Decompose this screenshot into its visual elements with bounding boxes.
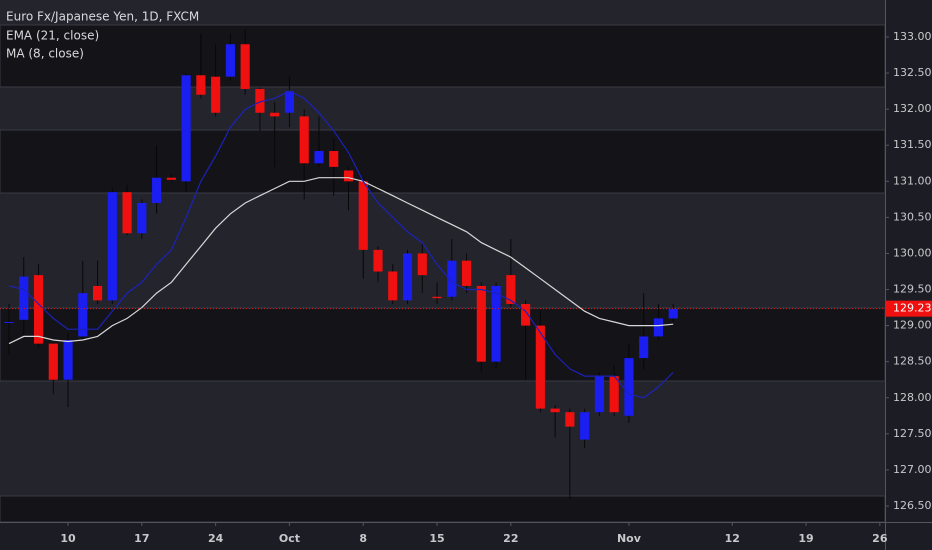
x-tick-label: 22 — [503, 532, 518, 545]
y-tick-label: 127.500 — [893, 427, 932, 440]
indicator-line — [8, 90, 674, 399]
last-price-label: 129.235 — [893, 302, 932, 315]
candle-body — [491, 285, 501, 362]
candle-body — [329, 151, 339, 167]
candle-body — [358, 181, 368, 250]
legend-entry: MA (8, close) — [6, 47, 84, 61]
candle-body — [402, 253, 413, 301]
candle-body — [63, 340, 73, 380]
y-tick-label: 127.000 — [893, 463, 932, 476]
legend-entry: EMA (21, close) — [6, 29, 99, 43]
candle-body — [270, 112, 280, 117]
y-tick-label: 128.500 — [893, 355, 932, 368]
candle-body — [580, 412, 590, 440]
candle-body — [92, 285, 103, 301]
indicator-line — [8, 177, 674, 345]
candle-body — [211, 76, 221, 113]
price-axis — [885, 0, 932, 550]
y-tick-label: 129.500 — [893, 283, 932, 296]
candle-body — [653, 318, 664, 337]
candle-body — [255, 88, 265, 113]
y-tick-label: 133.000 — [893, 30, 932, 43]
candle-body — [506, 275, 516, 304]
candle-body — [447, 260, 457, 297]
candle-body — [461, 260, 472, 286]
candle-body — [565, 412, 575, 427]
candle-body — [33, 275, 44, 344]
band — [0, 129, 886, 194]
candle-body — [417, 253, 427, 276]
candle-body — [225, 44, 235, 77]
band — [0, 495, 886, 523]
x-tick-label: 8 — [359, 532, 367, 545]
marks — [4, 29, 678, 499]
candle-body — [240, 44, 250, 89]
candle-body — [373, 249, 383, 272]
x-tick-label: 10 — [60, 532, 76, 545]
candle-body — [343, 170, 354, 182]
candle-body — [196, 75, 206, 95]
candle-body — [535, 325, 545, 409]
band — [0, 24, 886, 88]
candle-body — [550, 408, 560, 413]
y-tick-label: 128.000 — [893, 391, 932, 404]
candle-body — [521, 303, 531, 326]
x-tick-label: 17 — [134, 532, 149, 545]
candle-body — [48, 343, 58, 380]
candle-body — [388, 271, 398, 301]
candle-body — [166, 177, 176, 180]
y-tick-label: 126.500 — [893, 499, 932, 512]
y-tick-label: 132.500 — [893, 66, 932, 79]
candle-body — [284, 91, 295, 113]
y-tick-label: 130.500 — [893, 210, 932, 223]
last-price-box — [885, 300, 932, 317]
candle-body — [137, 202, 147, 234]
candle-body — [432, 296, 442, 299]
y-tick-label: 131.500 — [893, 138, 932, 151]
candle-body — [181, 75, 191, 182]
x-tick-label: 15 — [429, 532, 444, 545]
chart-title: Euro Fx/Japanese Yen, 1D, FXCM — [6, 10, 199, 24]
candle-body — [624, 358, 634, 416]
x-tick-label: 24 — [208, 532, 224, 545]
candle-body — [299, 116, 309, 164]
y-tick-label: 131.000 — [893, 174, 932, 187]
candle-body — [78, 293, 88, 337]
x-tick-label: 26 — [872, 532, 888, 545]
candle-body — [609, 376, 619, 413]
x-tick-label: 19 — [798, 532, 813, 545]
candle-body — [122, 192, 132, 234]
candle-body — [668, 309, 678, 319]
x-tick-label: 12 — [725, 532, 740, 545]
candle-body — [152, 177, 162, 203]
candle-body — [314, 151, 324, 164]
y-tick-label: 132.000 — [893, 102, 932, 115]
candle-body — [107, 192, 117, 301]
candle-body — [594, 376, 604, 413]
band — [0, 307, 886, 382]
x-tick-label: Oct — [279, 532, 300, 545]
y-tick-label: 129.000 — [893, 319, 932, 332]
candle-body — [19, 276, 29, 320]
x-tick-label: Nov — [617, 532, 642, 545]
candle-body — [476, 285, 486, 362]
y-tick-label: 130.000 — [893, 246, 932, 259]
candle-body — [639, 336, 649, 359]
candle-body — [4, 322, 14, 324]
